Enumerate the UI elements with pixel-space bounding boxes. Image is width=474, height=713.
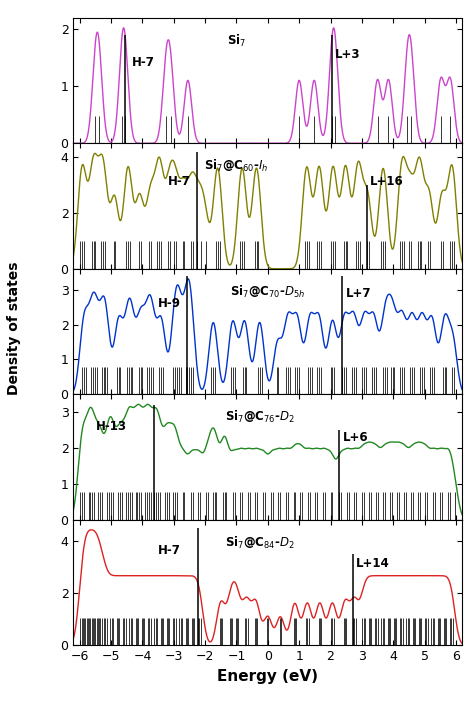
Text: Si$_7$@C$_{70}$-$D_{5h}$: Si$_7$@C$_{70}$-$D_{5h}$ — [230, 284, 305, 300]
X-axis label: Energy (eV): Energy (eV) — [217, 669, 319, 684]
Text: L+7: L+7 — [346, 287, 372, 299]
Text: H-7: H-7 — [158, 544, 181, 557]
Text: H-9: H-9 — [158, 297, 181, 310]
Text: H-13: H-13 — [95, 420, 127, 433]
Text: L+6: L+6 — [342, 431, 368, 444]
Text: L+14: L+14 — [356, 557, 390, 570]
Text: Si$_7$@C$_{60}$-$I_h$: Si$_7$@C$_{60}$-$I_h$ — [204, 158, 269, 175]
Text: Si$_7$@C$_{76}$-$D_2$: Si$_7$@C$_{76}$-$D_2$ — [225, 409, 295, 426]
Text: L+16: L+16 — [370, 175, 403, 188]
Text: Si$_7$: Si$_7$ — [227, 33, 246, 49]
Text: H-7: H-7 — [167, 175, 191, 188]
Text: Density of states: Density of states — [7, 261, 21, 395]
Text: Si$_7$@C$_{84}$-$D_2$: Si$_7$@C$_{84}$-$D_2$ — [225, 535, 295, 551]
Text: H-7: H-7 — [131, 56, 155, 69]
Text: L+3: L+3 — [335, 48, 361, 61]
